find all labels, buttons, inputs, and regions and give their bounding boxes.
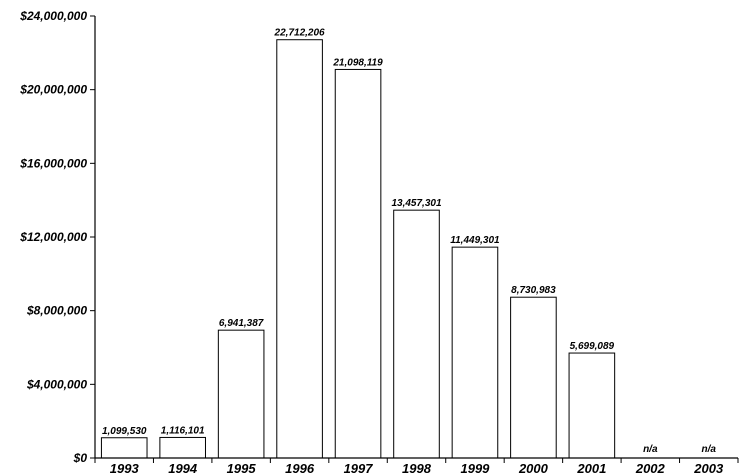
data-label-1994: 1,116,101 — [161, 425, 205, 436]
data-label-2001: 5,699,089 — [570, 341, 615, 352]
bar-1998 — [393, 209, 440, 459]
x-tick-label: 2002 — [635, 461, 666, 475]
data-labels: 1,099,530 1,116,101 6,941,387 22,712,206 21,… — [102, 28, 716, 455]
y-axis-ticks: $0 $4,000,000 $8,000,000 $12,000,000 $16,000… — [19, 9, 95, 465]
x-tick-label: 2001 — [576, 461, 606, 475]
data-label-1996: 22,712,206 — [274, 28, 325, 39]
x-tick-label: 1999 — [460, 461, 490, 475]
y-tick-label: $16,000,000 — [19, 156, 87, 170]
x-tick-label: 1998 — [402, 461, 432, 475]
bar-1997 — [334, 68, 382, 459]
bar-1995 — [217, 329, 265, 459]
y-tick-label: $4,000,000 — [26, 377, 87, 391]
bar-2000 — [510, 296, 557, 459]
data-label-2000: 8,730,983 — [511, 285, 556, 296]
y-tick-label: $0 — [73, 451, 88, 465]
bar-1999 — [451, 246, 499, 459]
data-label-1993: 1,099,530 — [102, 426, 147, 437]
x-tick-label: 2000 — [518, 461, 549, 475]
x-tick-label: 1993 — [110, 461, 140, 475]
bar-2001 — [568, 352, 616, 459]
y-tick-label: $24,000,000 — [19, 9, 87, 23]
x-axis-ticks: 1993 1994 1995 1996 1997 1998 1999 2000 2001 2002… — [94, 458, 739, 475]
data-label-2003: n/a — [702, 444, 717, 455]
bars — [100, 39, 616, 459]
data-label-1999: 11,449,301 — [450, 235, 500, 246]
y-tick-label: $20,000,000 — [19, 83, 87, 97]
bar-1993 — [100, 437, 148, 459]
x-tick-label: 1994 — [168, 461, 198, 475]
x-tick-label: 1997 — [344, 461, 374, 475]
x-tick-label: 2003 — [693, 461, 724, 475]
bar-1994 — [159, 436, 206, 459]
data-label-2002: n/a — [643, 444, 658, 455]
x-tick-label: 1996 — [285, 461, 315, 475]
data-label-1997: 21,098,119 — [332, 57, 383, 68]
bar-1996 — [276, 39, 323, 459]
data-label-1998: 13,457,301 — [391, 198, 441, 209]
y-tick-label: $12,000,000 — [19, 230, 87, 244]
x-tick-label: 1995 — [227, 461, 257, 475]
y-tick-label: $8,000,000 — [26, 304, 87, 318]
data-label-1995: 6,941,387 — [219, 318, 264, 329]
